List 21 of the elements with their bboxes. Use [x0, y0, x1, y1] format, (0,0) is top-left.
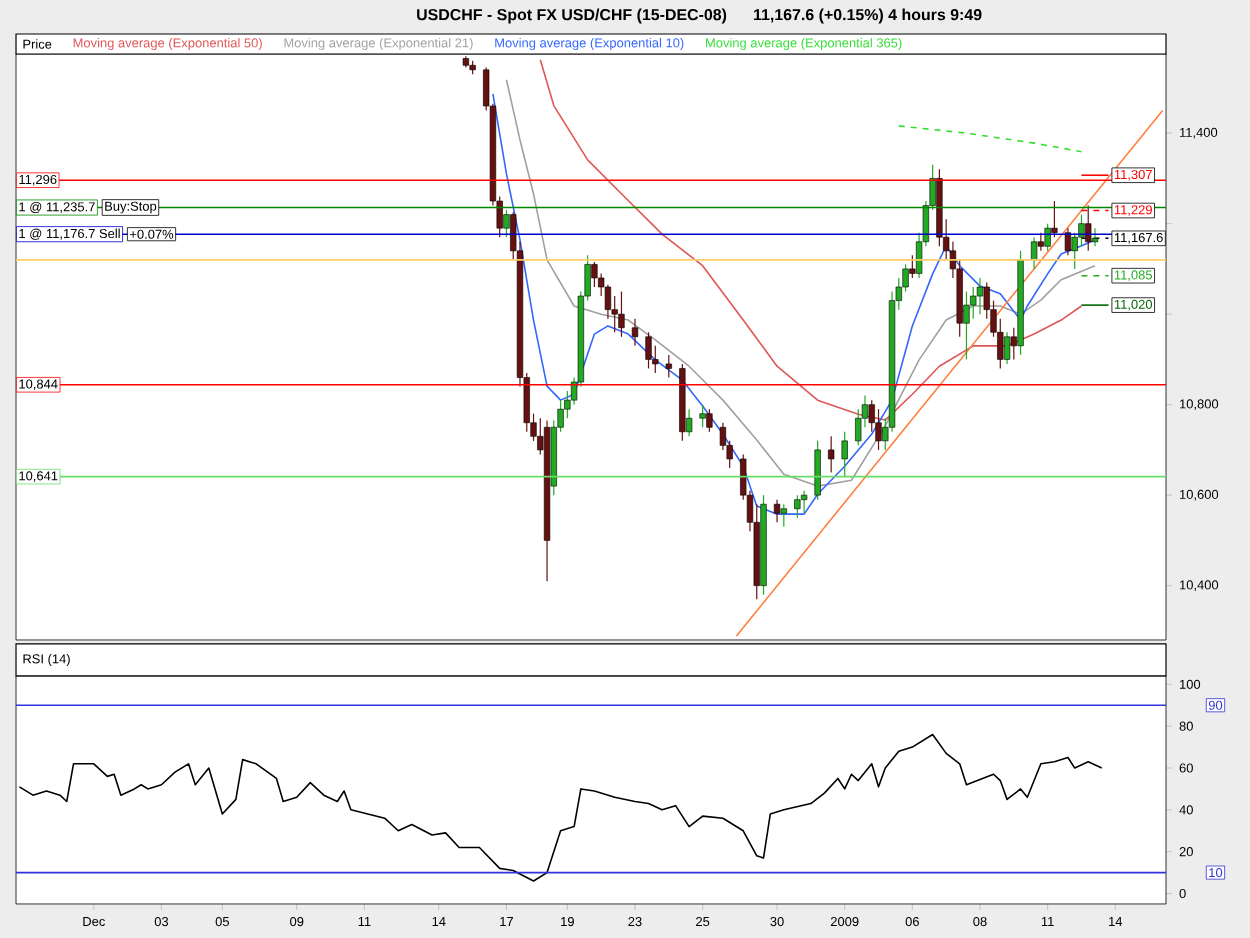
line-series	[898, 125, 1083, 153]
candlestick	[773, 499, 781, 523]
candlestick	[794, 494, 801, 519]
candlestick	[780, 503, 787, 528]
candlestick	[706, 408, 713, 433]
candlestick	[645, 331, 652, 370]
candlestick	[1030, 236, 1038, 270]
candlestick	[814, 440, 821, 501]
candlestick	[1064, 227, 1072, 256]
candlestick	[665, 354, 672, 379]
candlestick	[631, 318, 639, 347]
candlestick	[1003, 331, 1011, 365]
candlestick	[841, 431, 848, 478]
candlestick	[699, 404, 706, 428]
candlestick	[618, 290, 625, 338]
candlestick	[1044, 223, 1051, 252]
line-series	[539, 59, 1083, 421]
candlestick	[828, 435, 835, 474]
candlestick	[875, 408, 882, 451]
candlestick	[976, 277, 984, 315]
candlestick	[800, 490, 808, 514]
